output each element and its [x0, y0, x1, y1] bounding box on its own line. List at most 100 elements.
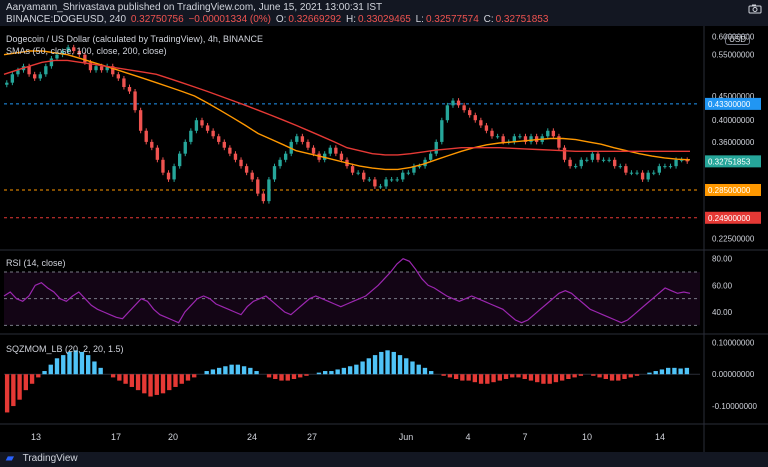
candle-body: [272, 166, 277, 180]
rsi-tick-label: 40.00: [712, 308, 733, 317]
candle-body: [244, 166, 249, 173]
x-tick-label: 20: [168, 432, 178, 442]
candle-body: [33, 74, 37, 79]
candle-body: [473, 115, 477, 121]
candle-body: [99, 66, 104, 71]
candle-body: [378, 186, 383, 188]
y-tick-label: 0.36000000: [712, 138, 755, 147]
high-label: H:: [346, 14, 356, 25]
candle-body: [194, 120, 199, 131]
candle-body: [83, 54, 87, 63]
candle-body: [5, 82, 9, 85]
candle-body: [490, 130, 494, 137]
price-label: 0.28500000: [708, 186, 751, 195]
candle-body: [295, 136, 299, 142]
main-legend-title: Dogecoin / US Dollar (calculated by Trad…: [6, 34, 263, 44]
candle-body: [451, 100, 455, 106]
x-tick-label: 17: [111, 432, 121, 442]
candle-body: [674, 159, 678, 167]
candle-body: [261, 193, 266, 202]
candle-body: [105, 66, 109, 71]
price-label-box: [705, 155, 761, 168]
candle-body: [133, 91, 137, 111]
price-label: 0.43300000: [708, 100, 751, 109]
candle-body: [668, 166, 673, 168]
candle-body: [205, 125, 210, 131]
candle-body: [573, 166, 578, 168]
candle-body: [60, 50, 65, 55]
open-value: 0.32669292: [288, 14, 342, 25]
candle-body: [568, 159, 572, 167]
candle-body: [484, 125, 489, 131]
change-value: −0.00001334 (0%): [188, 14, 272, 25]
candle-body: [590, 153, 595, 160]
candle-body: [55, 54, 59, 59]
rsi-tick-label: 80.00: [712, 255, 733, 264]
candle-body: [596, 153, 600, 160]
candle-body: [228, 147, 232, 154]
rsi-tick-label: 60.00: [712, 281, 733, 290]
x-tick-label: 24: [247, 432, 257, 442]
candle-body: [395, 179, 399, 181]
candle-body: [306, 141, 310, 148]
chart-header: Aaryamann_Shrivastava published on Tradi…: [0, 0, 768, 26]
candle-body: [217, 136, 221, 142]
price-label: 0.24900000: [708, 214, 751, 223]
candle-body: [77, 50, 81, 55]
candle-body: [557, 136, 561, 148]
candle-body: [373, 179, 377, 187]
candle-body: [116, 74, 121, 79]
candle-body: [311, 147, 316, 154]
candle-body: [529, 136, 533, 142]
ohlc-line: BINANCE:DOGEUSD, 240 0.32750756 −0.00001…: [6, 14, 550, 25]
candle-body: [635, 172, 639, 174]
candle-body: [518, 136, 522, 138]
open-label: O:: [275, 14, 287, 25]
tradingview-logo-icon: ▰: [6, 453, 14, 464]
rsi-line: [3, 258, 691, 324]
candle-body: [551, 130, 556, 137]
chart-area[interactable]: 0.60000000 0.55000000 0.45000000 0.40000000…: [0, 26, 768, 452]
candle-body: [189, 130, 193, 142]
candle-body: [640, 172, 645, 180]
candle-body: [629, 172, 634, 174]
symbol-label: BINANCE:DOGEUSD, 240: [6, 14, 127, 25]
candle-body: [468, 110, 472, 116]
camera-icon[interactable]: [748, 4, 762, 14]
candle-body: [663, 166, 667, 168]
candle-body: [183, 141, 187, 154]
candle-body: [412, 166, 416, 173]
candle-body: [94, 66, 98, 71]
candle-body: [434, 141, 438, 154]
y-tick-label: 0.45000000: [712, 92, 755, 101]
candle-body: [613, 159, 617, 167]
chart-svg[interactable]: 0.60000000 0.55000000 0.45000000 0.40000000…: [0, 26, 768, 452]
candle-body: [456, 100, 461, 106]
x-tick-label: 14: [655, 432, 665, 442]
candle-body: [652, 172, 656, 174]
candle-body: [49, 58, 54, 67]
sqz-legend: SQZMOM_LB (20, 2, 20, 1.5): [6, 344, 124, 354]
candle-body: [222, 141, 226, 148]
candle-body: [239, 159, 243, 167]
price-label-box: [705, 183, 761, 196]
x-tick-label: 10: [582, 432, 592, 442]
candle-body: [440, 120, 444, 142]
currency-badge[interactable]: USD: [725, 34, 750, 45]
candle-body: [44, 66, 48, 75]
candle-body: [356, 172, 360, 174]
candle-body: [300, 136, 305, 142]
close-label: C:: [483, 14, 494, 25]
candle-body: [462, 105, 466, 111]
candle-body: [646, 172, 650, 180]
tradingview-brand[interactable]: ▰ TradingView: [6, 453, 78, 464]
price-label-box: [705, 211, 761, 224]
candle-body: [495, 136, 500, 138]
rsi-legend: RSI (14, close): [6, 258, 66, 268]
candle-body: [233, 153, 238, 160]
candle-body: [256, 179, 260, 194]
candle-body: [585, 159, 589, 161]
candle-body: [546, 130, 550, 137]
sqz-tick-label: 0.10000000: [712, 338, 755, 347]
sqz-tick-label: -0.10000000: [712, 402, 757, 411]
